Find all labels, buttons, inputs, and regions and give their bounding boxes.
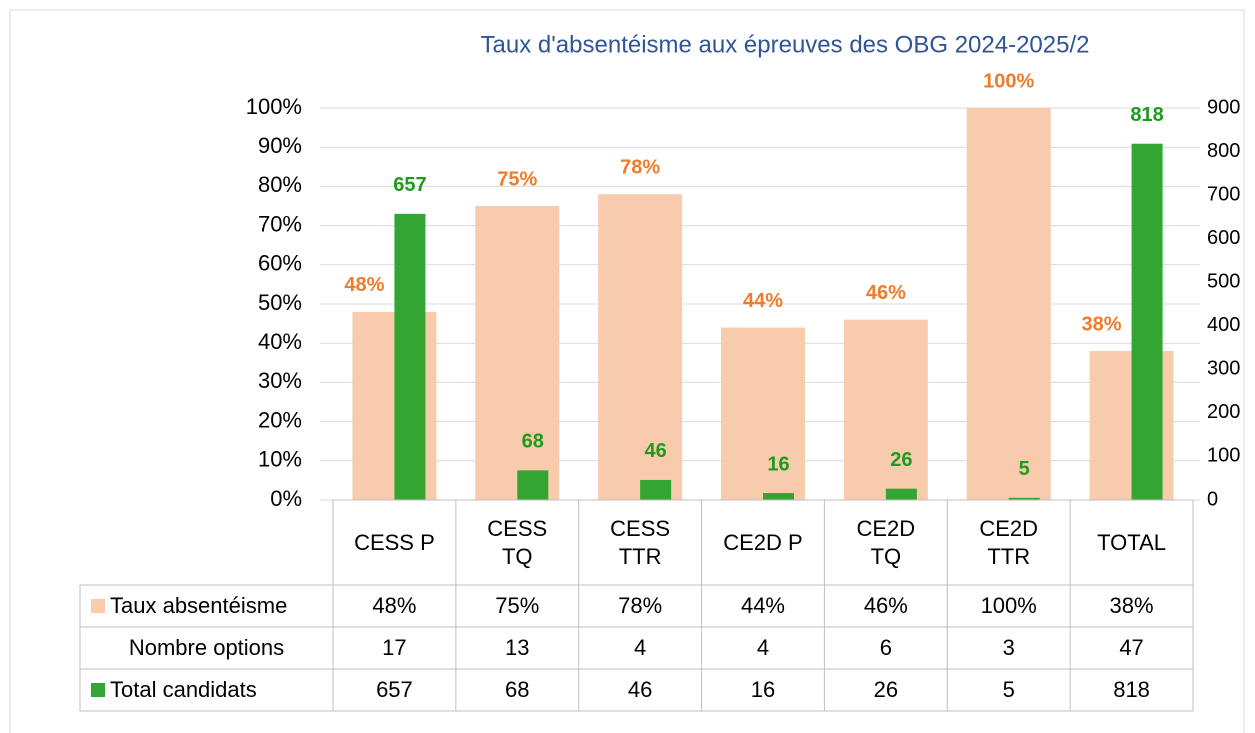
bar (517, 470, 549, 500)
table-value: 17 (382, 635, 407, 660)
y2-tick-label: 100 (1207, 445, 1240, 467)
data-label: 48% (344, 274, 384, 296)
y2-tick-label: 900 (1207, 96, 1240, 118)
y2-tick-label: 0 (1207, 488, 1218, 510)
table-value: 818 (1113, 677, 1150, 702)
y-tick-label: 30% (258, 368, 302, 393)
category-label: CE2D P (723, 529, 803, 555)
data-label: 26 (890, 449, 912, 471)
bar (966, 108, 1051, 500)
table-value: 657 (376, 677, 413, 702)
data-label: 657 (393, 174, 426, 196)
y2-tick-label: 200 (1207, 401, 1240, 423)
y-tick-label: 60% (258, 251, 302, 276)
table-value: 44% (740, 593, 785, 618)
y-tick-label: 90% (258, 133, 302, 158)
data-label: 38% (1082, 313, 1122, 335)
y-tick-label: 50% (258, 290, 302, 315)
legend-label: Taux absentéisme (110, 593, 288, 618)
bar (475, 206, 560, 500)
legend-label: Nombre options (128, 635, 285, 660)
data-label: 78% (620, 157, 660, 179)
category-label: CESS TTR (610, 515, 671, 569)
table-value: 75% (495, 593, 540, 618)
y-tick-label: 0% (270, 486, 302, 511)
data-label: 68 (522, 431, 544, 453)
table-value: 6 (879, 635, 892, 660)
data-label: 5 (1019, 458, 1030, 480)
bar (598, 194, 683, 501)
bar (1131, 143, 1163, 500)
data-label: 16 (767, 453, 789, 475)
data-label: 46% (866, 282, 906, 304)
table-value: 5 (1002, 677, 1015, 702)
y2-tick-label: 600 (1207, 227, 1240, 249)
table-value: 46% (863, 593, 908, 618)
y2-tick-label: 800 (1207, 140, 1240, 162)
table-value: 68 (505, 677, 530, 702)
bar (843, 319, 928, 500)
y-tick-label: 40% (258, 329, 302, 354)
table-value: 3 (1002, 635, 1015, 660)
table-value: 46 (627, 677, 653, 702)
category-label: CESS P (354, 529, 435, 555)
y-tick-label: 20% (258, 407, 302, 432)
bar (885, 488, 917, 500)
y-tick-label: 100% (246, 94, 302, 119)
y-tick-label: 70% (258, 211, 302, 236)
table-value: 47 (1119, 635, 1144, 660)
legend-label: Total candidats (110, 677, 257, 702)
data-label: 100% (983, 70, 1034, 92)
table-value: 100% (980, 593, 1037, 618)
table-value: 38% (1109, 593, 1154, 618)
table-value: 16 (750, 677, 776, 702)
y-tick-label: 10% (258, 447, 302, 472)
data-label: 818 (1130, 104, 1163, 126)
y2-tick-label: 400 (1207, 314, 1240, 336)
table-value: 48% (372, 593, 417, 618)
table-value: 78% (618, 593, 663, 618)
category-label: CESS TQ (487, 515, 548, 569)
data-label: 75% (497, 168, 537, 190)
data-label: 46 (645, 440, 667, 462)
table-value: 4 (634, 635, 647, 660)
bar (640, 479, 672, 500)
table-value: 4 (756, 635, 770, 660)
bar (1008, 497, 1040, 500)
chart-frame (9, 9, 1245, 733)
table-value: 26 (873, 677, 899, 702)
category-label: CE2D TTR (979, 515, 1039, 569)
category-label: CE2D TQ (856, 515, 916, 569)
category-label: TOTAL (1097, 529, 1166, 555)
chart-title: Taux d'absentéisme aux épreuves des OBG … (481, 31, 1090, 58)
bar (763, 493, 794, 500)
legend-key (91, 599, 105, 613)
y2-tick-label: 700 (1207, 183, 1240, 205)
table-value: 13 (505, 635, 530, 660)
data-label: 44% (743, 290, 783, 312)
bar (721, 327, 805, 500)
y2-tick-label: 300 (1207, 358, 1240, 380)
bar (394, 213, 426, 500)
y-tick-label: 80% (258, 172, 302, 197)
legend-key (91, 683, 105, 697)
y2-tick-label: 500 (1207, 271, 1240, 293)
